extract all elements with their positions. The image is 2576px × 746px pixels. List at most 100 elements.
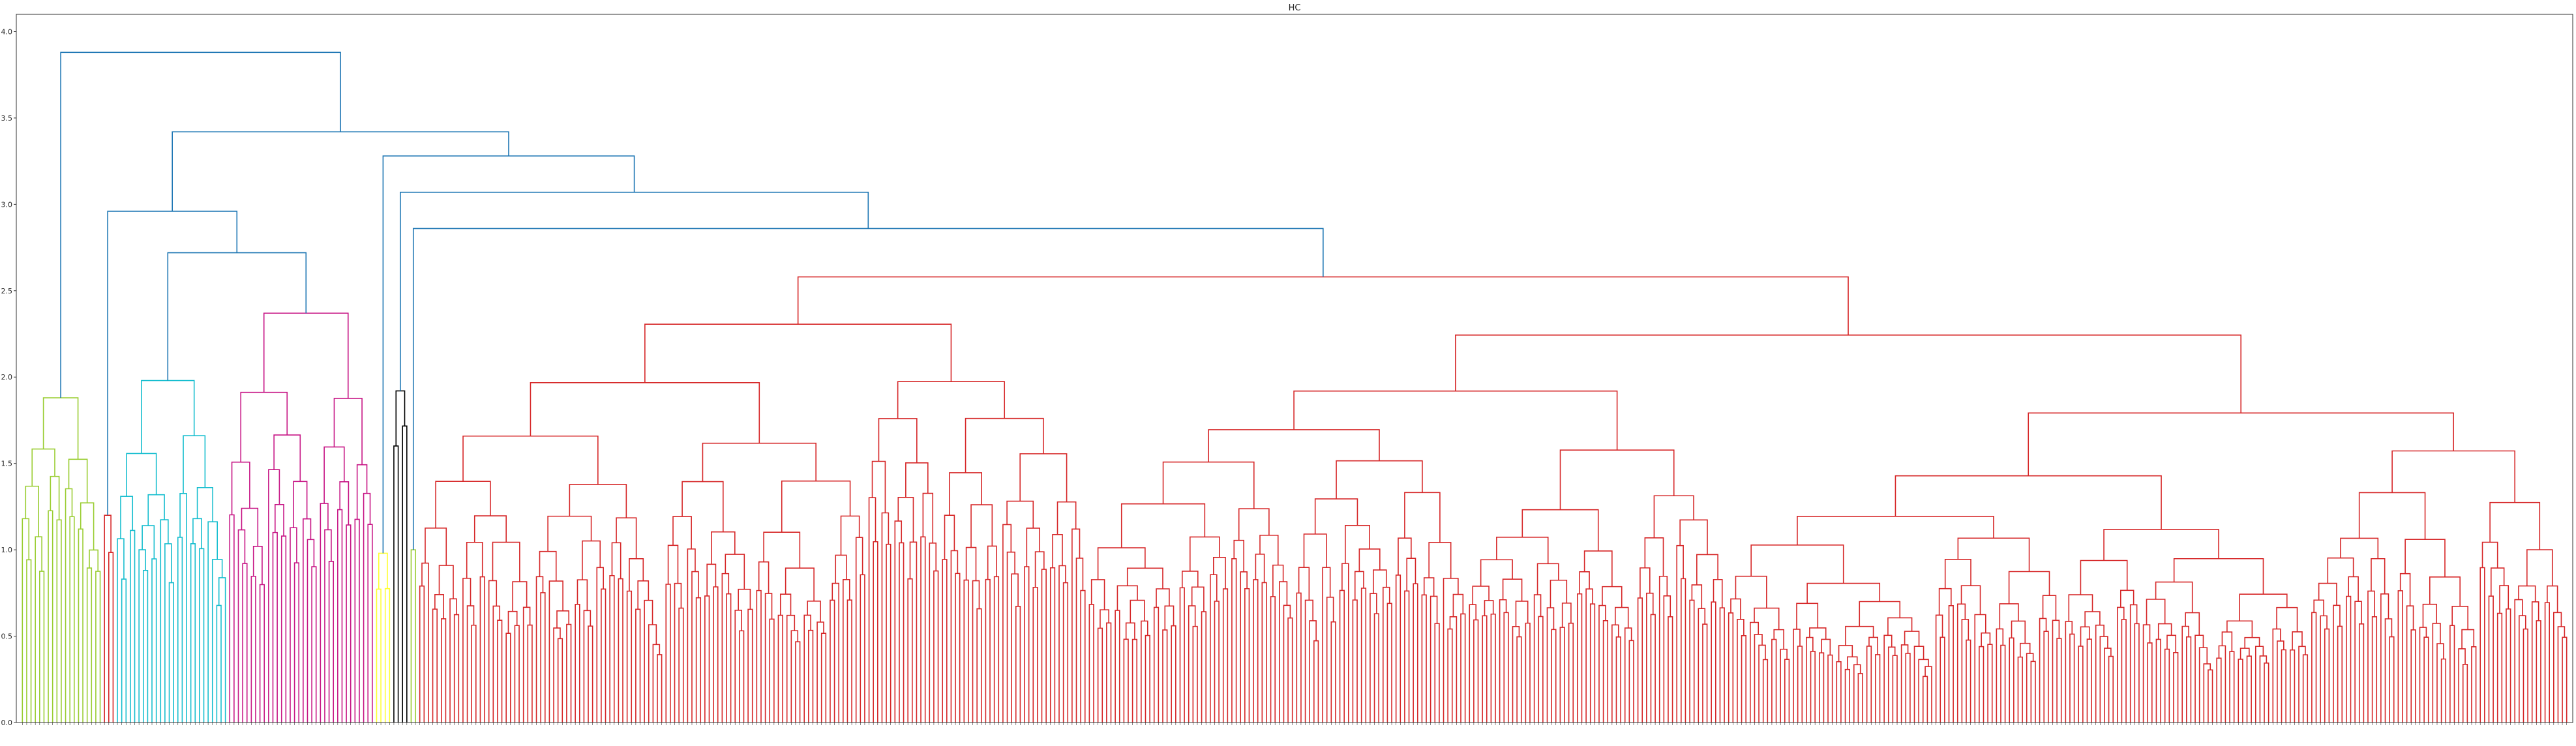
dendrogram-link [1847,656,1858,670]
dendrogram-link [2065,621,2073,723]
dendrogram-links [22,52,2568,723]
dendrogram-link [410,549,416,723]
dendrogram-link [1646,592,1654,723]
dendrogram-link [138,549,146,723]
dendrogram-link [665,584,671,723]
dendrogram-link [907,578,913,723]
dendrogram-link [164,543,172,723]
dendrogram-link [1238,508,1270,541]
dendrogram-link [1512,626,1520,723]
dendrogram-link [970,504,993,548]
dendrogram-link [993,576,1000,723]
dendrogram-link [702,442,816,482]
dendrogram-link [2461,629,2475,649]
dendrogram-link [1499,599,1507,723]
dendrogram-link [1838,645,1853,662]
dendrogram-link [466,541,483,578]
dendrogram-link [2367,590,2375,723]
dendrogram-link [1502,578,1523,601]
dendrogram-link [2489,501,2541,550]
dendrogram-link [60,52,341,398]
y-tick-label: 2.0 [1,373,13,381]
dendrogram-link [2272,628,2281,723]
dendrogram-link [1259,535,1279,565]
dendrogram-link [1097,627,1103,723]
dendrogram-link [1171,625,1176,723]
dendrogram-link [242,563,248,723]
dendrogram-link [293,562,300,723]
dendrogram-link [1398,537,1412,575]
dendrogram-link [1255,554,1265,583]
dendrogram-link [402,425,408,723]
dendrogram-link [611,542,622,579]
dendrogram-link [1550,579,1568,608]
dendrogram-link [2298,646,2306,723]
dendrogram-link [2419,627,2427,723]
dendrogram-link [419,585,425,723]
dendrogram-link [846,599,852,723]
dendrogram-link [354,518,360,723]
dendrogram-link [1845,625,1874,646]
dendrogram-link [1006,551,1015,723]
dendrogram-link [320,503,329,723]
dendrogram-link [626,590,633,723]
dendrogram-link [231,461,250,515]
dendrogram-link [695,597,702,723]
dendrogram-link [2099,636,2108,723]
dendrogram-link [648,624,657,723]
dendrogram-link [2095,624,2104,723]
dendrogram-link [252,545,263,585]
dendrogram-link [1153,606,1160,723]
dendrogram-link [860,574,865,723]
dendrogram-link [1141,620,1148,723]
dendrogram-link [1058,565,1066,723]
dendrogram-link [2009,637,2014,723]
dendrogram-link [512,581,528,612]
dendrogram-link [89,549,99,572]
dendrogram-link [237,529,246,723]
dendrogram-link [473,515,507,543]
dendrogram-link [734,609,742,723]
dendrogram-link [339,481,350,526]
y-tick-label: 4.0 [1,27,13,36]
y-tick-label: 0.5 [1,633,13,641]
dendrogram-link [2423,636,2429,723]
dendrogram-link [462,578,472,723]
dendrogram-link [68,458,88,503]
dendrogram-link [1231,558,1237,723]
dendrogram-link [425,528,447,566]
dendrogram-link [2056,638,2062,723]
dendrogram-link [2449,625,2455,723]
dendrogram-link [2311,612,2317,723]
dendrogram-link [2239,593,2288,621]
dendrogram-link [1615,636,1621,723]
dendrogram-link [492,541,520,582]
leaf-tick-marks [22,723,2567,725]
dendrogram-link [944,515,955,560]
dendrogram-link [1796,603,1819,629]
dendrogram-link [637,580,650,610]
dendrogram-link [1006,500,1034,528]
dendrogram-link [1818,652,1825,723]
dendrogram-link [1696,554,1718,585]
dendrogram-link [1354,571,1364,601]
dendrogram-link [2026,653,2034,723]
dendrogram-link [1644,537,1664,576]
dendrogram-link [183,435,206,494]
dendrogram-link [2536,620,2541,723]
dendrogram-link [2011,620,2026,644]
dendrogram-link [1049,567,1056,723]
dendrogram-link [142,569,149,723]
dendrogram-link [2134,623,2140,723]
dendrogram-link [497,619,503,723]
dendrogram-link [878,418,918,463]
dendrogram-link [1821,638,1831,655]
dendrogram-link [704,595,710,723]
dendrogram-link [1944,559,1971,589]
y-tick-label: 1.0 [1,546,13,554]
dendrogram-link [2164,648,2170,723]
dendrogram-link [1309,620,1317,723]
dendrogram-link [2371,616,2378,723]
